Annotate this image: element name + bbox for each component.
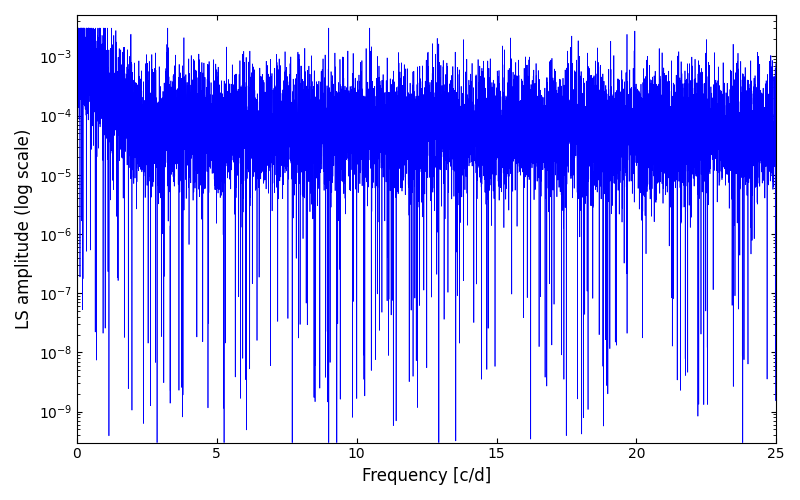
X-axis label: Frequency [c/d]: Frequency [c/d] (362, 467, 491, 485)
Y-axis label: LS amplitude (log scale): LS amplitude (log scale) (15, 128, 33, 329)
